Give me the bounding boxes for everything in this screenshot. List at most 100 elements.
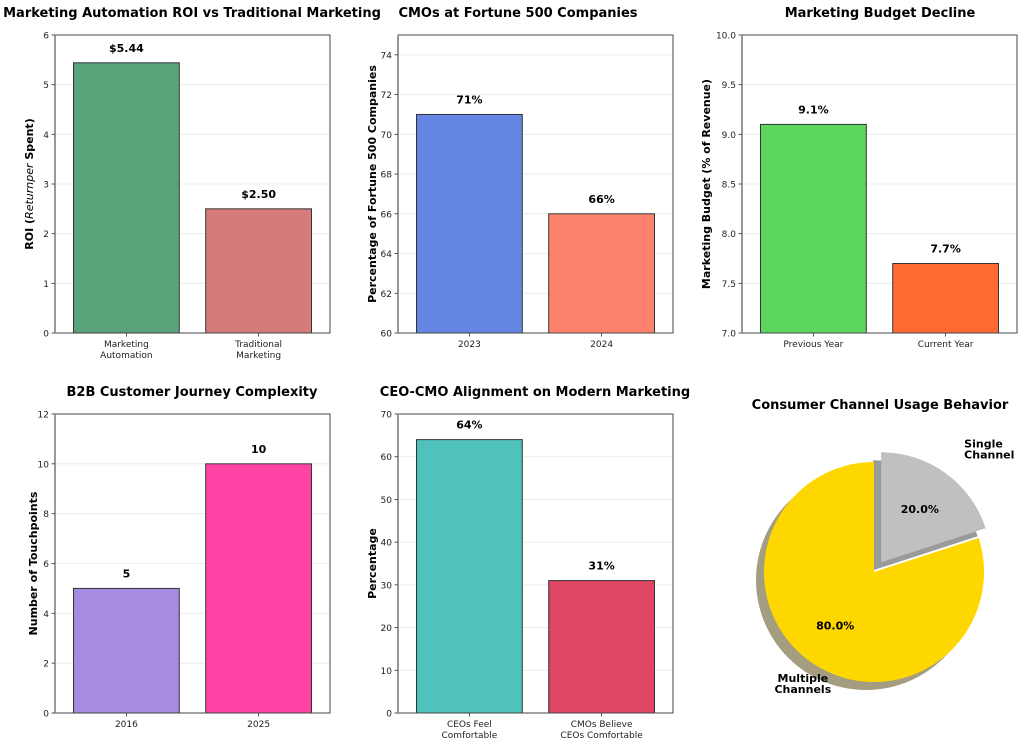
y-tick-label: 12 — [38, 411, 49, 421]
y-tick-label: 70 — [381, 411, 393, 421]
y-tick-label: 8 — [43, 510, 49, 520]
pie-percent-label: 80.0% — [816, 619, 854, 632]
x-tick-label: 2025 — [247, 720, 270, 730]
x-tick-label: CMOs Believe — [571, 720, 633, 730]
y-tick-label: 0 — [43, 330, 49, 340]
y-tick-label: 40 — [381, 539, 393, 549]
y-axis-label-part: Spent) — [23, 118, 36, 163]
pie-percent-label: 20.0% — [901, 503, 939, 516]
data-label: 10 — [251, 443, 267, 456]
chart-title: B2B Customer Journey Complexity — [67, 385, 319, 400]
y-tick-label: 4 — [43, 610, 49, 620]
y-tick-label: 30 — [381, 581, 393, 591]
data-label: 66% — [588, 193, 614, 206]
bar — [73, 62, 180, 334]
data-label: 31% — [588, 560, 614, 573]
bar — [416, 113, 523, 334]
y-tick-label: 1 — [43, 280, 49, 290]
y-axis-label-part: Marketing Budget (% of Revenue) — [700, 79, 713, 289]
chart-title: Marketing Budget Decline — [785, 6, 976, 21]
bar — [205, 463, 312, 714]
y-tick-label: 74 — [381, 51, 393, 61]
y-tick-label: 0 — [43, 710, 49, 720]
y-axis-label-part: Percentage — [366, 528, 379, 599]
bar — [73, 587, 180, 714]
x-tick-label: 2023 — [458, 340, 481, 350]
bar — [892, 262, 999, 334]
x-tick-label: Comfortable — [442, 731, 498, 741]
alignment-chart: CEO-CMO Alignment on Modern Marketing 64%… — [366, 385, 690, 741]
chart-title: Marketing Automation ROI vs Traditional … — [3, 6, 381, 21]
y-tick-label: 0 — [386, 710, 392, 720]
bar — [548, 213, 655, 334]
y-tick-label: 10 — [381, 667, 393, 677]
y-tick-label: 20 — [381, 624, 393, 634]
chart-title: CEO-CMO Alignment on Modern Marketing — [380, 385, 690, 400]
x-tick-label: Current Year — [918, 340, 974, 350]
x-tick-label: CEOs Feel — [447, 720, 492, 730]
y-tick-label: 7.0 — [722, 330, 737, 340]
y-tick-label: 8.5 — [722, 181, 736, 191]
data-label: 7.7% — [930, 243, 961, 256]
y-tick-label: 10.0 — [716, 32, 736, 42]
x-tick-label: 2016 — [115, 720, 138, 730]
y-tick-label: 66 — [381, 210, 393, 220]
roi-chart: Marketing Automation ROI vs Traditional … — [3, 6, 381, 361]
y-axis-label: ROI (Returnper Spent) — [23, 118, 36, 249]
x-tick-label: CEOs Comfortable — [560, 731, 643, 741]
chart-title: CMOs at Fortune 500 Companies — [398, 6, 637, 21]
y-axis-label: Marketing Budget (% of Revenue) — [700, 79, 713, 289]
y-axis-label: Percentage — [366, 528, 379, 599]
pie-slice — [881, 452, 986, 563]
pie-category-label: Multiple — [778, 672, 829, 685]
budget-chart: Marketing Budget Decline 9.1% Previous Yea… — [700, 6, 1018, 350]
cmos-chart: CMOs at Fortune 500 Companies 71% 2023 66% 2… — [366, 6, 674, 350]
y-tick-label: 70 — [381, 131, 393, 141]
y-axis-label-part: Number of Touchpoints — [27, 491, 40, 635]
pie-category-label: Channels — [774, 683, 831, 696]
y-tick-label: 10 — [38, 460, 50, 470]
y-tick-label: 62 — [381, 290, 392, 300]
pie-category-label: Single — [964, 437, 1003, 450]
y-tick-label: 2 — [43, 230, 49, 240]
x-tick-label: Automation — [100, 351, 152, 361]
y-axis-label: Percentage of Fortune 500 Companies — [366, 65, 379, 303]
y-tick-label: 6 — [43, 32, 49, 42]
data-label: 9.1% — [798, 103, 829, 116]
x-tick-label: Previous Year — [783, 340, 843, 350]
y-tick-label: 5 — [43, 81, 49, 91]
x-tick-label: Traditional — [234, 340, 282, 350]
x-tick-label: 2024 — [590, 340, 613, 350]
y-tick-label: 3 — [43, 181, 49, 191]
y-tick-label: 9.0 — [722, 131, 737, 141]
y-tick-label: 72 — [381, 91, 392, 101]
x-tick-label: Marketing — [236, 351, 281, 361]
y-tick-label: 2 — [43, 660, 49, 670]
data-label: $5.44 — [109, 42, 144, 55]
journey-chart: B2B Customer Journey Complexity520161020… — [27, 385, 331, 730]
data-label: $2.50 — [241, 188, 276, 201]
y-tick-label: 50 — [381, 496, 393, 506]
y-axis-label-part: Returnper — [23, 162, 36, 219]
bar — [548, 580, 655, 714]
data-label: 64% — [456, 419, 482, 432]
x-tick-label: Marketing — [104, 340, 149, 350]
bar — [416, 439, 523, 714]
y-tick-label: 68 — [381, 171, 393, 181]
data-label: 71% — [456, 94, 482, 107]
channels-pie-chart: Consumer Channel Usage Behavior 20.0% Sing… — [752, 398, 1015, 696]
bar — [205, 208, 312, 334]
y-tick-label: 60 — [381, 330, 393, 340]
y-axis-label-part: Percentage of Fortune 500 Companies — [366, 65, 379, 303]
y-tick-label: 7.5 — [722, 280, 736, 290]
y-tick-label: 8.0 — [722, 230, 737, 240]
bar — [760, 123, 867, 334]
y-tick-label: 6 — [43, 560, 49, 570]
pie-slice — [764, 462, 984, 682]
pie-category-label: Channel — [964, 448, 1014, 461]
y-axis-label: Number of Touchpoints — [27, 491, 40, 635]
chart-title: Consumer Channel Usage Behavior — [752, 398, 1009, 413]
y-tick-label: 60 — [381, 453, 393, 463]
data-label: 5 — [123, 567, 131, 580]
